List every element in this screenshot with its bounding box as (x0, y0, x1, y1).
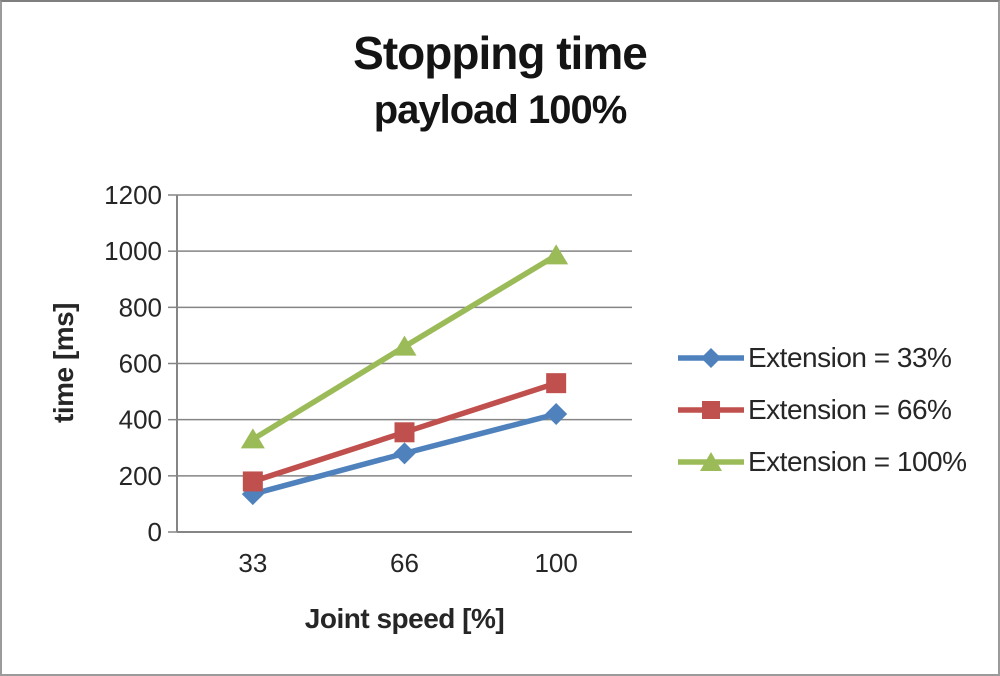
x-tick-label: 33 (238, 548, 267, 578)
y-tick-label: 600 (119, 349, 162, 379)
legend-marker-icon (678, 348, 744, 368)
y-tick-label: 400 (119, 405, 162, 435)
data-point-marker (544, 244, 569, 265)
y-tick-label: 800 (119, 292, 162, 322)
y-tick-label: 0 (148, 517, 162, 547)
legend-item: Extension = 66% (678, 394, 967, 426)
data-point-marker (242, 471, 263, 492)
y-tick-label: 1000 (104, 236, 162, 266)
legend-label: Extension = 100% (748, 446, 967, 477)
legend-marker-icon (678, 452, 744, 471)
data-point-marker (392, 335, 417, 356)
x-axis-title: Joint speed [%] (304, 603, 505, 634)
legend-label: Extension = 66% (748, 394, 952, 425)
y-tick-label: 1200 (104, 180, 162, 210)
data-point-marker (545, 403, 568, 426)
legend-item: Extension = 100% (678, 446, 967, 478)
chart-title: Stopping time (353, 27, 648, 79)
legend-item: Extension = 33% (678, 342, 967, 374)
y-tick-label: 200 (119, 461, 162, 491)
chart-subtitle: payload 100% (373, 88, 628, 132)
data-point-marker (394, 422, 415, 443)
x-tick-label: 100 (534, 548, 577, 578)
y-axis-title: time [ms] (48, 303, 79, 423)
legend-marker-icon (678, 401, 744, 419)
x-tick-label: 66 (390, 548, 419, 578)
data-point-marker (393, 442, 416, 465)
legend-label: Extension = 33% (748, 342, 952, 373)
data-point-marker (240, 428, 265, 449)
data-point-marker (546, 373, 567, 394)
legend: Extension = 33% Extension = 66% Extension … (678, 342, 967, 478)
